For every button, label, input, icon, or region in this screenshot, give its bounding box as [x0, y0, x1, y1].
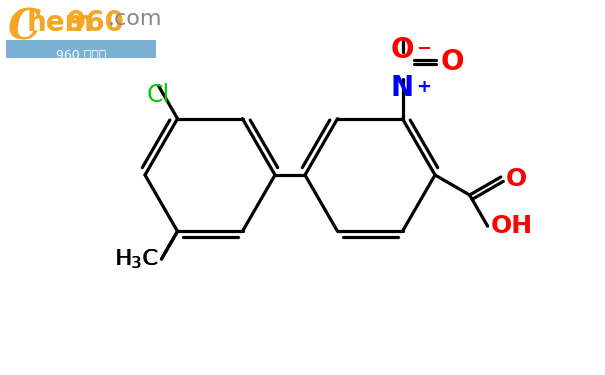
- Text: +: +: [416, 78, 431, 96]
- Text: O: O: [440, 48, 464, 76]
- Text: C: C: [8, 7, 41, 49]
- Text: 960: 960: [67, 9, 125, 37]
- FancyBboxPatch shape: [6, 40, 156, 58]
- Text: O: O: [506, 167, 527, 191]
- Text: −: −: [416, 40, 431, 58]
- Text: H$_3$C: H$_3$C: [115, 247, 159, 271]
- Text: N: N: [391, 74, 414, 102]
- Text: hem: hem: [27, 9, 94, 37]
- Text: OH: OH: [491, 214, 533, 238]
- Text: O: O: [391, 36, 414, 64]
- Text: .com: .com: [108, 9, 163, 29]
- Text: H$_3$C: H$_3$C: [114, 247, 157, 271]
- Text: 960 化工网: 960 化工网: [56, 49, 106, 62]
- Text: Cl: Cl: [147, 83, 170, 107]
